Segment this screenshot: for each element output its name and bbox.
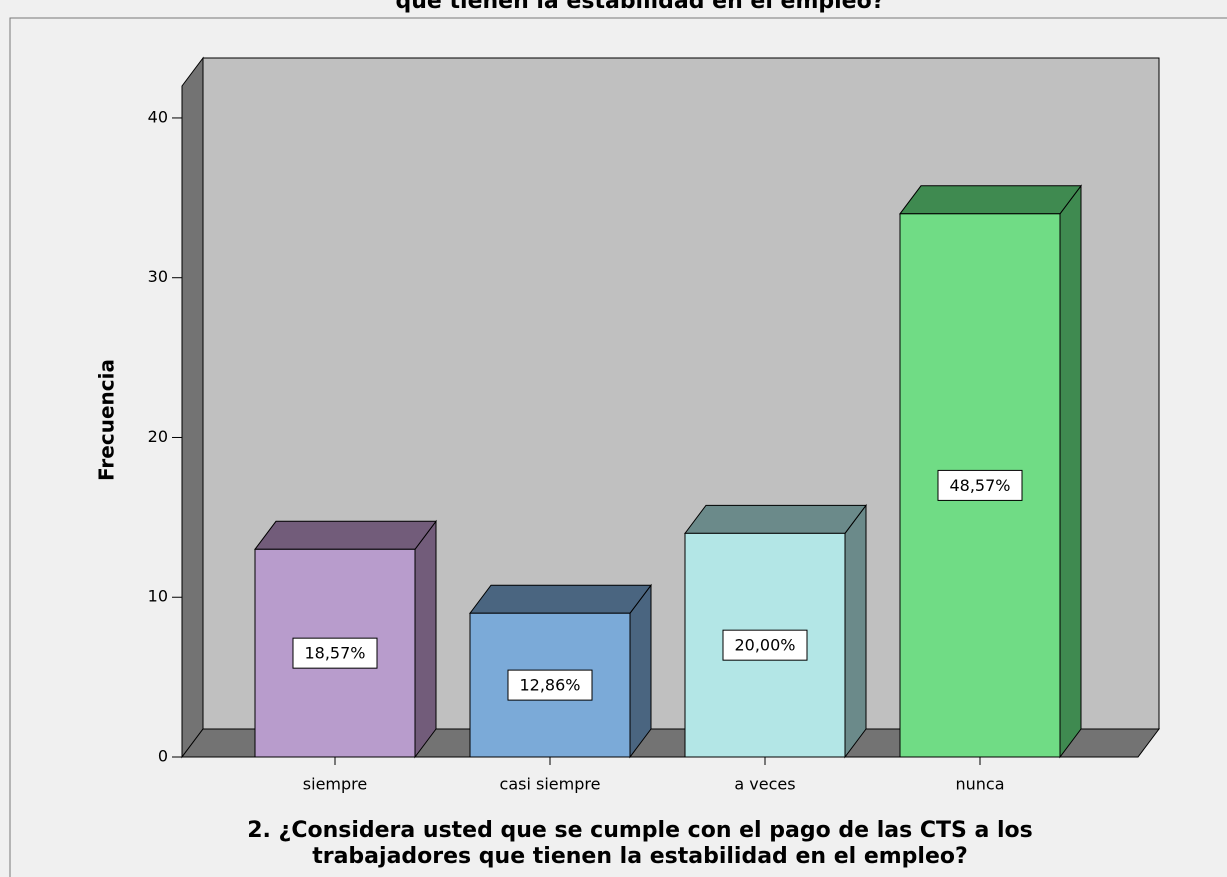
bar-side [414, 519, 437, 759]
data-label-box [722, 629, 808, 661]
data-label-box [507, 669, 593, 701]
x-axis-label: 2. ¿Considera usted que se cumple con el… [247, 818, 1033, 843]
chart-title: que tienen la estabilidad en el empleo? [396, 0, 885, 14]
data-label: 18,57% [304, 644, 365, 663]
bar-top [254, 520, 437, 550]
data-label: 12,86% [519, 676, 580, 695]
y-tick-label: 0 [158, 747, 168, 766]
side-wall [181, 56, 204, 759]
x-tick-label: siempre [303, 775, 367, 794]
data-label: 48,57% [949, 476, 1010, 495]
bar-top [683, 504, 868, 534]
bar-top [469, 584, 652, 614]
x-tick-label: nunca [955, 775, 1004, 794]
data-label-box [292, 637, 378, 669]
y-tick-label: 10 [148, 587, 168, 606]
data-label: 20,00% [734, 636, 795, 655]
bar-side [1059, 184, 1082, 759]
y-tick-label: 20 [148, 427, 168, 446]
data-label-box [937, 469, 1023, 501]
bar-top [899, 185, 1082, 215]
x-tick-label: casi siempre [500, 775, 601, 794]
bar-side [629, 583, 652, 759]
y-tick-label: 40 [148, 107, 168, 126]
x-tick-label: a veces [734, 775, 795, 794]
bar-side [844, 503, 867, 759]
y-tick-label: 30 [148, 267, 168, 286]
x-axis-label: trabajadores que tienen la estabilidad e… [312, 844, 968, 869]
y-axis-label: Frecuencia [95, 359, 119, 481]
